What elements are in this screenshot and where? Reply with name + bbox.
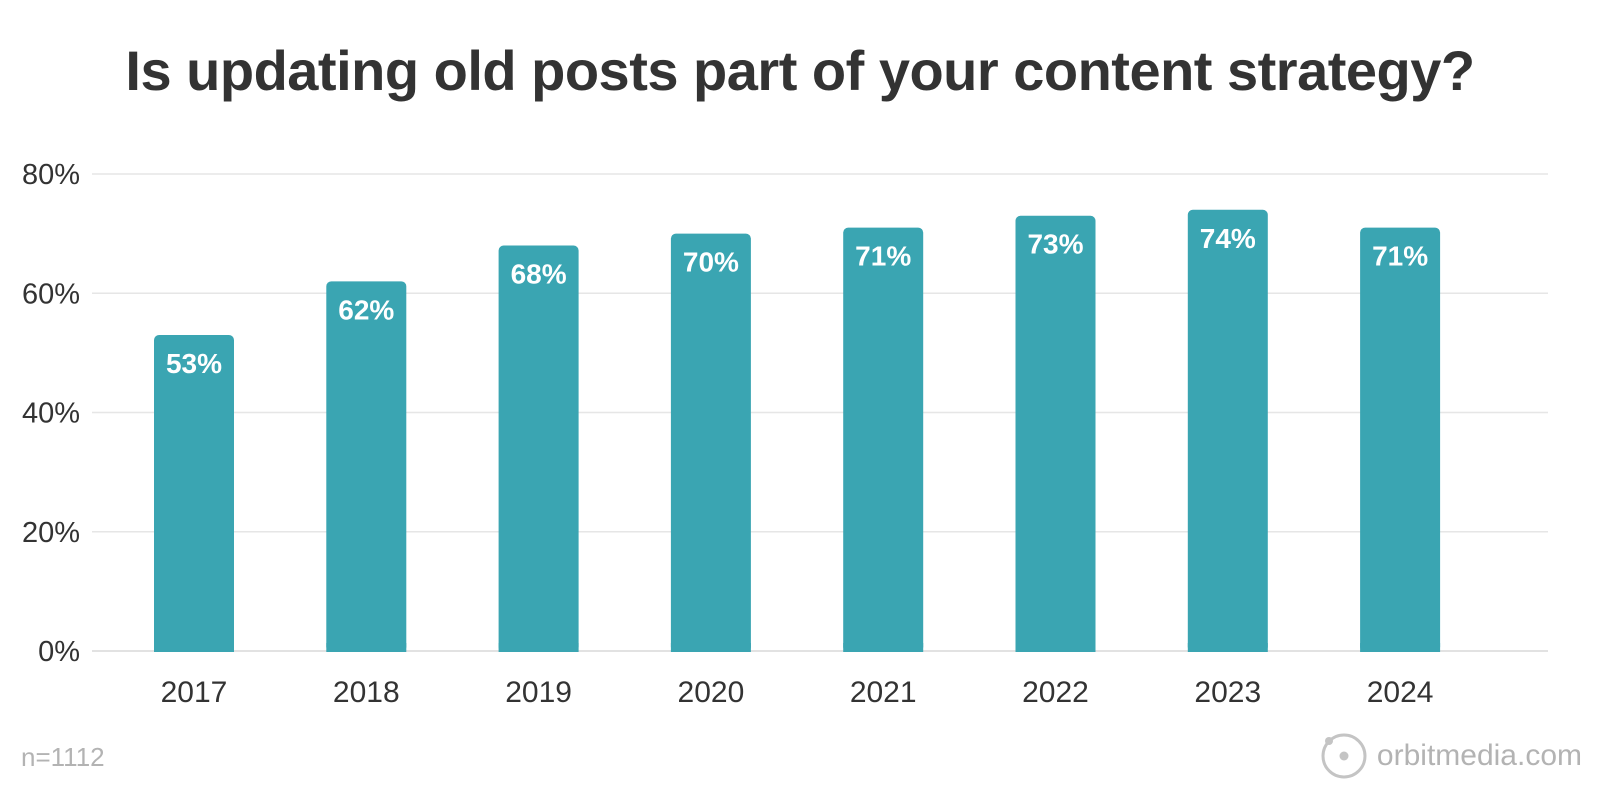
bar-data-label: 70% — [683, 247, 739, 278]
bars — [154, 209, 1441, 653]
bar-base — [843, 643, 924, 652]
y-tick-label: 80% — [22, 159, 80, 191]
x-tick-label: 2017 — [161, 676, 228, 709]
y-tick-label: 20% — [22, 517, 80, 549]
bar — [154, 334, 234, 652]
bar-data-labels: 53% 62% 68% 70% 71% 73% 74% 71% — [166, 223, 1428, 379]
bar-base — [326, 643, 407, 652]
bar-data-label: 71% — [1372, 241, 1428, 272]
x-tick-label: 2019 — [505, 676, 572, 709]
sample-size-note: n=1112 — [21, 742, 105, 772]
x-tick-label: 2020 — [678, 676, 745, 709]
bar-base — [1360, 643, 1441, 652]
brand-watermark: orbitmedia.com — [1319, 730, 1582, 782]
bar-base — [1187, 643, 1268, 652]
y-axis-tick-labels: 0% 20% 40% 60% 80% — [22, 159, 80, 668]
bar-data-label: 74% — [1200, 223, 1256, 254]
bar — [1187, 209, 1268, 652]
bar — [1360, 227, 1441, 652]
brand-name: orbitmedia.com — [1376, 739, 1582, 772]
bar-base — [154, 643, 234, 652]
y-tick-label: 40% — [22, 398, 80, 430]
orbit-logo-icon — [1321, 733, 1367, 779]
bar-data-label: 68% — [511, 259, 567, 290]
bar-data-label: 71% — [855, 241, 911, 272]
bar — [670, 233, 751, 652]
bar — [843, 227, 924, 652]
x-tick-label: 2023 — [1194, 676, 1261, 709]
bar — [1015, 215, 1096, 653]
bar-base — [670, 643, 751, 652]
y-tick-label: 0% — [38, 636, 80, 668]
bar-data-label: 53% — [166, 348, 222, 379]
y-tick-label: 60% — [22, 278, 80, 310]
gridlines — [92, 173, 1548, 652]
x-axis-tick-labels: 2017 2018 2019 2020 2021 2022 2023 2024 — [161, 676, 1434, 709]
x-tick-label: 2024 — [1367, 676, 1434, 709]
bar — [326, 281, 407, 652]
bar-data-label: 73% — [1027, 229, 1083, 260]
chart-title: Is updating old posts part of your conte… — [125, 39, 1475, 102]
x-tick-label: 2022 — [1022, 676, 1089, 709]
bar-data-label: 62% — [338, 294, 394, 325]
bar-base — [498, 643, 579, 652]
x-tick-label: 2018 — [333, 676, 400, 709]
x-tick-label: 2021 — [850, 676, 917, 709]
bar-base — [1015, 643, 1096, 652]
bar — [498, 245, 579, 653]
